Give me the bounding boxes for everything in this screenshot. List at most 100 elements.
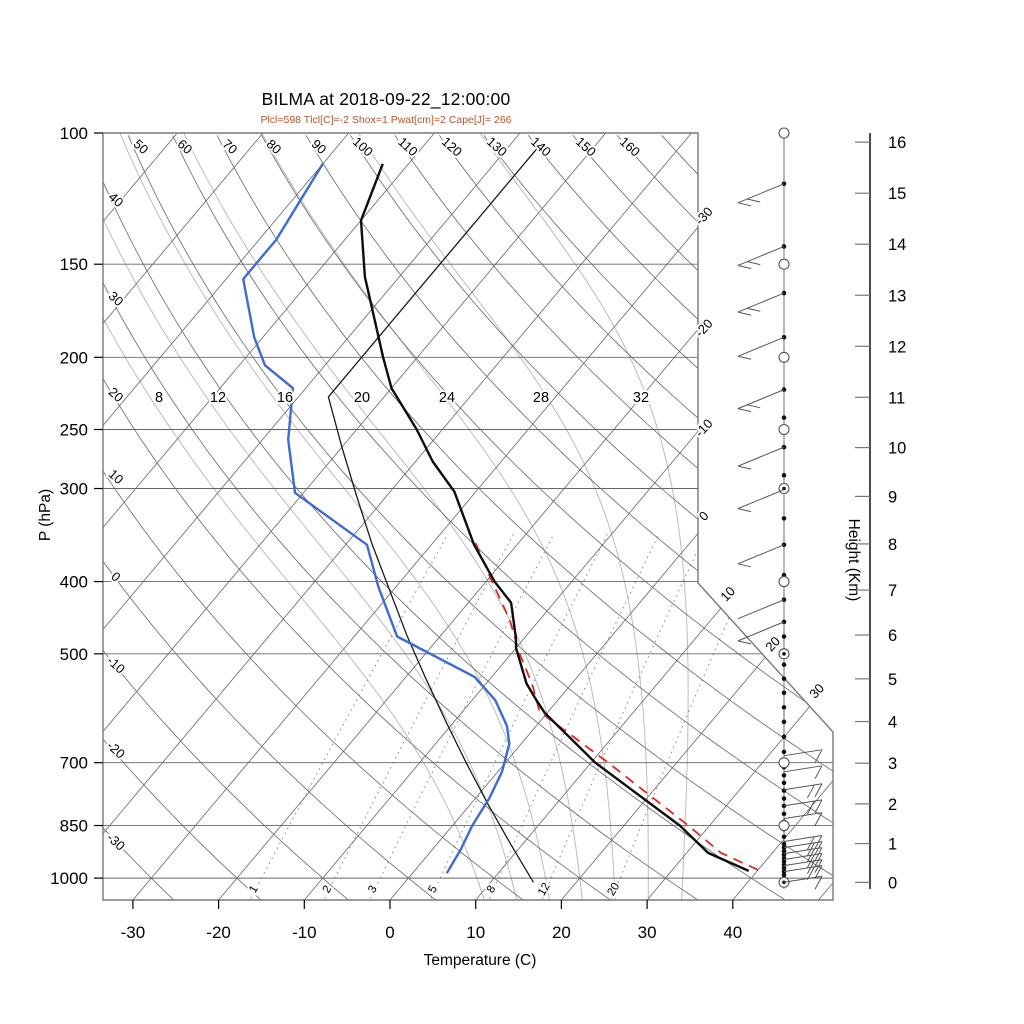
dry-adiabat-line xyxy=(127,135,833,900)
pressure-tick-label: 400 xyxy=(60,573,88,592)
isotherm-line xyxy=(303,133,833,900)
wind-barb xyxy=(737,621,785,645)
mixing-ratio-label: 20 xyxy=(605,881,622,898)
level-circle xyxy=(778,819,790,832)
x-axis-title: Temperature (C) xyxy=(423,952,537,969)
mixing-ratio-line xyxy=(324,533,514,899)
dry-adiabat-label: 80 xyxy=(264,136,285,157)
mixing-ratio-label: 5 xyxy=(426,884,440,896)
moist-adiabat-line xyxy=(473,133,689,900)
wind-barb xyxy=(783,799,823,815)
height-tick-label: 6 xyxy=(888,627,897,645)
height-tick-label: 13 xyxy=(888,287,906,305)
station-dot xyxy=(781,859,787,864)
height-tick-label: 8 xyxy=(888,536,897,554)
wind-barb xyxy=(783,783,823,799)
dry-adiabat-label: -20 xyxy=(104,738,128,762)
pressure-tick-label: 1000 xyxy=(50,869,88,888)
pressure-tick-label: 250 xyxy=(60,421,88,440)
moist-adiabat-line xyxy=(103,133,518,900)
isotherm-label: 30 xyxy=(806,681,827,702)
isotherm-line xyxy=(475,133,833,900)
temperature-tick-label: -10 xyxy=(292,923,317,942)
station-dot xyxy=(781,841,787,847)
station-dot xyxy=(781,415,787,420)
station-dot xyxy=(781,788,787,793)
isotherm-line xyxy=(103,133,521,900)
mixing-ratio-label: 12 xyxy=(536,881,553,898)
mixing-ratio-line xyxy=(489,533,660,899)
wind-barb xyxy=(783,865,823,881)
isotherm-line xyxy=(732,133,833,900)
dry-adiabat-label: 40 xyxy=(106,189,127,210)
station-dot xyxy=(781,705,787,710)
pressure-tick-label: 200 xyxy=(60,348,88,367)
station-dot xyxy=(781,872,787,878)
grid-line-labels: 50 60 70 80 90 100 110 120 130 140 150 160403020100… xyxy=(102,132,829,900)
dry-adiabat-line xyxy=(103,135,526,900)
temperature-tick-label: 40 xyxy=(723,923,742,942)
wind-barb xyxy=(783,875,823,890)
height-tick-label: 5 xyxy=(888,671,897,689)
dry-adiabat-line xyxy=(172,135,833,900)
level-circle xyxy=(778,757,790,769)
wind-barb xyxy=(783,765,823,780)
level-circle xyxy=(778,423,790,436)
chart-title: BILMA at 2018-09-22_12:00:00 xyxy=(261,89,511,109)
dry-adiabat-line xyxy=(103,135,351,900)
mixing-ratio-label: 2 xyxy=(321,884,335,896)
temperature-tick-label: -30 xyxy=(121,923,146,942)
sounding-curves xyxy=(241,148,759,883)
station-dot xyxy=(781,848,787,854)
wind-profile xyxy=(737,127,823,890)
height-tick-label: 1 xyxy=(888,836,897,854)
isotherm-label: -30 xyxy=(692,204,716,228)
dry-adiabat-label: 90 xyxy=(309,136,330,157)
wind-barb xyxy=(737,446,785,470)
isotherm-line xyxy=(103,133,264,900)
level-circle-dot xyxy=(782,486,786,491)
dry-adiabat-label: 160 xyxy=(617,134,643,160)
moist-adiabat-label: 32 xyxy=(633,390,649,406)
height-tick-label: 14 xyxy=(888,236,906,254)
pressure-tick-label: 700 xyxy=(60,754,88,773)
temperature-curve xyxy=(359,163,750,872)
moist-adiabat-line xyxy=(179,133,583,900)
dewpoint-curve xyxy=(241,163,511,874)
isotherm-line xyxy=(103,133,692,900)
mixing-ratio-label: 3 xyxy=(366,884,380,896)
height-tick-label: 11 xyxy=(888,389,905,407)
wind-barb xyxy=(737,599,785,620)
pressure-tick-label: 150 xyxy=(60,255,88,274)
dry-adiabat-line xyxy=(103,135,788,900)
mixing-ratio-line xyxy=(541,533,706,899)
height-tick-label: 4 xyxy=(888,714,897,732)
station-dot xyxy=(781,865,787,871)
moist-adiabat-line xyxy=(116,133,551,900)
mixing-ratio-line xyxy=(369,533,555,899)
pressure-tick-label: 100 xyxy=(60,124,88,143)
dry-adiabat-line xyxy=(705,135,833,900)
station-dot xyxy=(781,676,787,682)
dry-adiabat-line xyxy=(661,135,833,900)
mixing-ratio-line xyxy=(250,533,449,899)
plot-frame xyxy=(102,132,834,901)
isotherm-line xyxy=(132,133,778,900)
station-dot xyxy=(781,749,787,755)
dry-adiabat-label: 100 xyxy=(350,134,376,160)
mixing-ratio-line xyxy=(611,533,767,899)
dry-adiabat-line xyxy=(216,135,833,900)
dry-adiabat-label: 70 xyxy=(220,136,241,157)
dry-adiabat-label: 130 xyxy=(484,134,510,160)
dry-adiabat-line xyxy=(103,135,438,900)
station-dot xyxy=(781,662,787,667)
temperature-tick-label: 30 xyxy=(638,923,657,942)
moist-adiabat-label: 12 xyxy=(210,390,226,406)
isotherm-line xyxy=(103,133,435,900)
pressure-tick-label: 300 xyxy=(60,480,88,499)
level-circle xyxy=(778,258,790,270)
isotherm-label: 10 xyxy=(717,584,738,605)
temperature-tick-label: 10 xyxy=(466,923,485,942)
